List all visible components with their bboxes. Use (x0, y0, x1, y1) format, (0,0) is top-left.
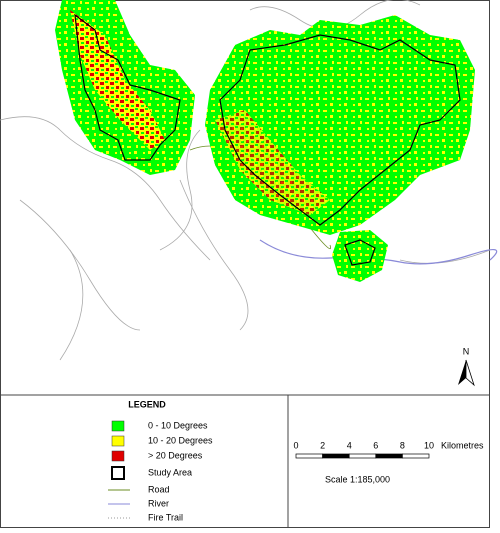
scale-tick-label: 8 (400, 440, 405, 450)
scale-tick-label: 2 (320, 440, 325, 450)
scale-tick-label: 0 (293, 440, 298, 450)
scale-tick-label: 6 (373, 440, 378, 450)
legend-label: Study Area (148, 467, 192, 477)
study-boundary (74, 13, 181, 161)
legend-swatch (111, 435, 125, 447)
north-label: N (463, 346, 470, 356)
legend-label: 0 - 10 Degrees (148, 420, 208, 430)
scale-segment (348, 453, 377, 459)
legend-swatch (111, 466, 125, 480)
scale-ratio: Scale 1:185,000 (325, 474, 390, 484)
scale-tick-label: 4 (347, 440, 352, 450)
trail (159, 129, 201, 251)
legend-swatch (111, 450, 125, 462)
legend-label: Road (148, 484, 170, 494)
scale-segment (375, 453, 403, 459)
study-area (74, 13, 461, 266)
steep-area (70, 10, 165, 150)
legend-label: River (148, 498, 169, 508)
legend: 0 - 10 Degrees 10 - 20 Degrees > 20 Degree… (108, 420, 213, 522)
legend-swatch (111, 420, 125, 432)
scale-segment (322, 453, 350, 459)
trail (59, 249, 84, 361)
study-boundary (219, 34, 461, 226)
river (259, 239, 498, 265)
north-arrow (458, 360, 466, 385)
steep-area (215, 110, 330, 215)
legend-label: Fire Trail (148, 512, 183, 522)
legend-title: LEGEND (128, 399, 166, 409)
scale-segment (295, 453, 323, 459)
scale-unit: Kilometres (441, 440, 484, 450)
scale-bar: 0 2 4 6 8 10 Kilometres Scale 1:185,000 (293, 440, 484, 484)
legend-label: > 20 Degrees (148, 450, 203, 460)
slope-area (332, 230, 388, 282)
scale-tick-label: 10 (424, 440, 434, 450)
study-boundary (344, 239, 376, 266)
scale-segment (402, 453, 430, 459)
trail (19, 199, 141, 331)
trail (0, 116, 211, 261)
north-arrow (465, 359, 475, 387)
legend-label: 10 - 20 Degrees (148, 435, 213, 445)
